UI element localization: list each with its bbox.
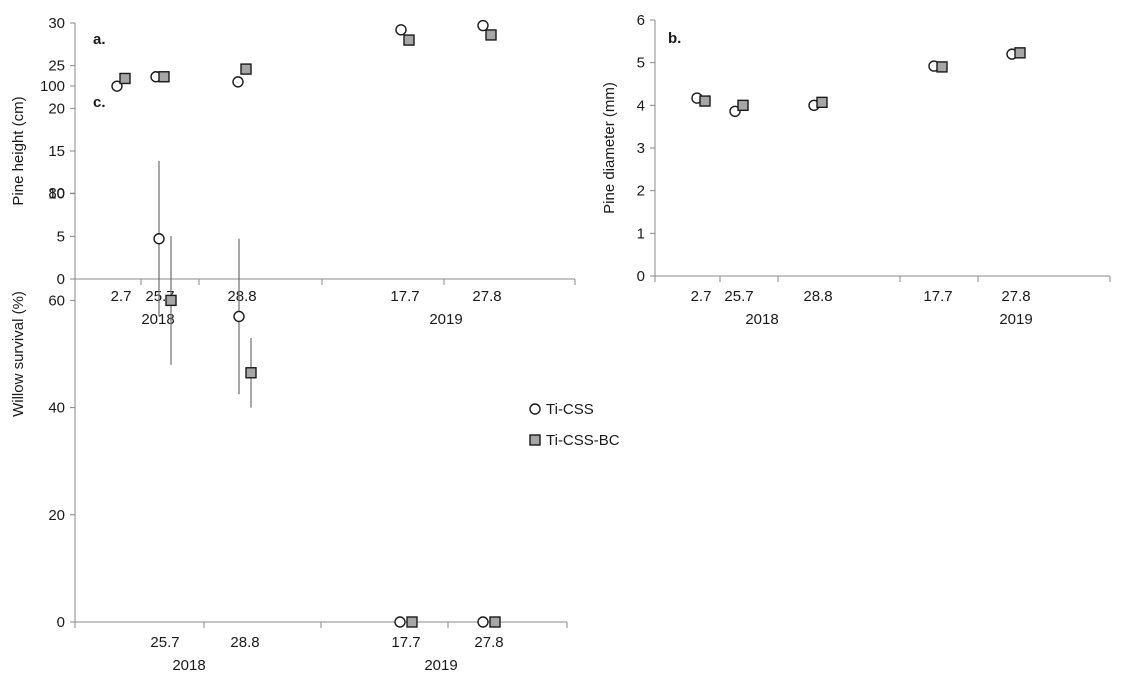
y-tick-label: 6 bbox=[637, 12, 645, 29]
ti-css-point-25-7 bbox=[153, 233, 165, 245]
x-tick-label-17-7: 17.7 bbox=[391, 634, 420, 651]
y-tick-label: 0 bbox=[57, 614, 65, 631]
x-tick-label-17-7: 17.7 bbox=[923, 288, 952, 305]
ti-css-bc-point-28-8 bbox=[240, 63, 252, 75]
x-tick-label-17-7: 17.7 bbox=[390, 288, 419, 305]
y-tick-label: 20 bbox=[48, 100, 65, 117]
y-tick-label: 10 bbox=[48, 186, 65, 203]
y-tick-label: 15 bbox=[48, 143, 65, 160]
ti-css-bc-point-27-8 bbox=[485, 29, 497, 41]
y-tick-label: 30 bbox=[48, 15, 65, 32]
legend: Ti-CSS Ti-CSS-BC bbox=[529, 401, 620, 449]
ti-css-point-27-8 bbox=[477, 616, 489, 628]
y-tick-label: 0 bbox=[637, 268, 645, 285]
legend-label-ti-css-bc: Ti-CSS-BC bbox=[546, 432, 620, 449]
x-group-label-2019: 2019 bbox=[429, 311, 462, 328]
y-tick-label: 5 bbox=[637, 55, 645, 72]
ti-css-point-28-8 bbox=[232, 76, 244, 88]
y-tick-label: 60 bbox=[48, 292, 65, 309]
y-axis-title: Willow survival (%) bbox=[10, 291, 27, 417]
y-tick-label: 100 bbox=[40, 78, 65, 95]
ti-css-bc-point-28-8 bbox=[816, 96, 828, 109]
ti-css-point-27-8 bbox=[477, 19, 489, 32]
ti-css-point-17-7 bbox=[394, 616, 406, 628]
x-tick-label-27-8: 27.8 bbox=[1001, 288, 1030, 305]
panel-b-pine-diameter: 0 1 2 3 4 5 6 2.7 25.7 28.8 17.7 27.8 2018 2019 Pine d… bbox=[601, 12, 1111, 328]
y-tick-label: 1 bbox=[637, 225, 645, 242]
x-tick-label-2-7: 2.7 bbox=[691, 288, 712, 305]
y-tick-label: 80 bbox=[48, 185, 65, 202]
y-axis-title: Pine height (cm) bbox=[10, 96, 27, 205]
y-tick-label: 25 bbox=[48, 58, 65, 75]
ti-css-point-17-7 bbox=[395, 24, 407, 36]
y-tick-label: 2 bbox=[637, 183, 645, 200]
y-tick-label: 5 bbox=[57, 228, 65, 245]
x-tick-label-28-8: 28.8 bbox=[230, 634, 259, 651]
y-tick-label: 20 bbox=[48, 507, 65, 524]
ti-css-bc-point-17-7 bbox=[936, 61, 948, 73]
legend-marker-ti-css bbox=[529, 403, 541, 415]
legend-marker-ti-css-bc bbox=[529, 434, 541, 446]
y-tick-label: 3 bbox=[637, 140, 645, 157]
panel-label: a. bbox=[93, 31, 106, 48]
ti-css-bc-point-25-7 bbox=[737, 99, 749, 112]
x-group-label-2019: 2019 bbox=[999, 311, 1032, 328]
ti-css-bc-point-27-8 bbox=[489, 616, 501, 628]
panel-label: b. bbox=[668, 30, 681, 47]
x-tick-label-28-8: 28.8 bbox=[803, 288, 832, 305]
ti-css-bc-point-27-8 bbox=[1014, 47, 1026, 59]
y-axis-title: Pine diameter (mm) bbox=[601, 82, 618, 214]
x-tick-label-27-8: 27.8 bbox=[474, 634, 503, 651]
y-tick-label: 40 bbox=[48, 400, 65, 417]
x-tick-label-25-7: 25.7 bbox=[150, 634, 179, 651]
x-tick-label-28-8: 28.8 bbox=[227, 288, 256, 305]
ti-css-bc-point-17-7 bbox=[406, 616, 418, 628]
x-group-label-2018: 2018 bbox=[172, 657, 205, 674]
ti-css-bc-point-25-7 bbox=[158, 71, 170, 83]
ti-css-bc-point-28-8 bbox=[245, 367, 257, 379]
y-tick-label: 0 bbox=[57, 271, 65, 288]
ti-css-bc-point-2-7 bbox=[119, 72, 131, 85]
ti-css-bc-point-17-7 bbox=[403, 34, 415, 46]
x-group-label-2018: 2018 bbox=[141, 311, 174, 328]
x-group-label-2019: 2019 bbox=[424, 657, 457, 674]
legend-label-ti-css: Ti-CSS bbox=[546, 401, 594, 418]
x-group-label-2018: 2018 bbox=[745, 311, 778, 328]
y-tick-label: 4 bbox=[637, 97, 645, 114]
ti-css-point-28-8 bbox=[233, 310, 245, 323]
x-tick-label-25-7: 25.7 bbox=[724, 288, 753, 305]
x-tick-label-27-8: 27.8 bbox=[472, 288, 501, 305]
x-tick-label-2-7: 2.7 bbox=[111, 288, 132, 305]
ti-css-bc-point-2-7 bbox=[699, 95, 711, 107]
ti-css-bc-point-25-7 bbox=[165, 294, 177, 307]
panel-label: c. bbox=[93, 94, 106, 111]
